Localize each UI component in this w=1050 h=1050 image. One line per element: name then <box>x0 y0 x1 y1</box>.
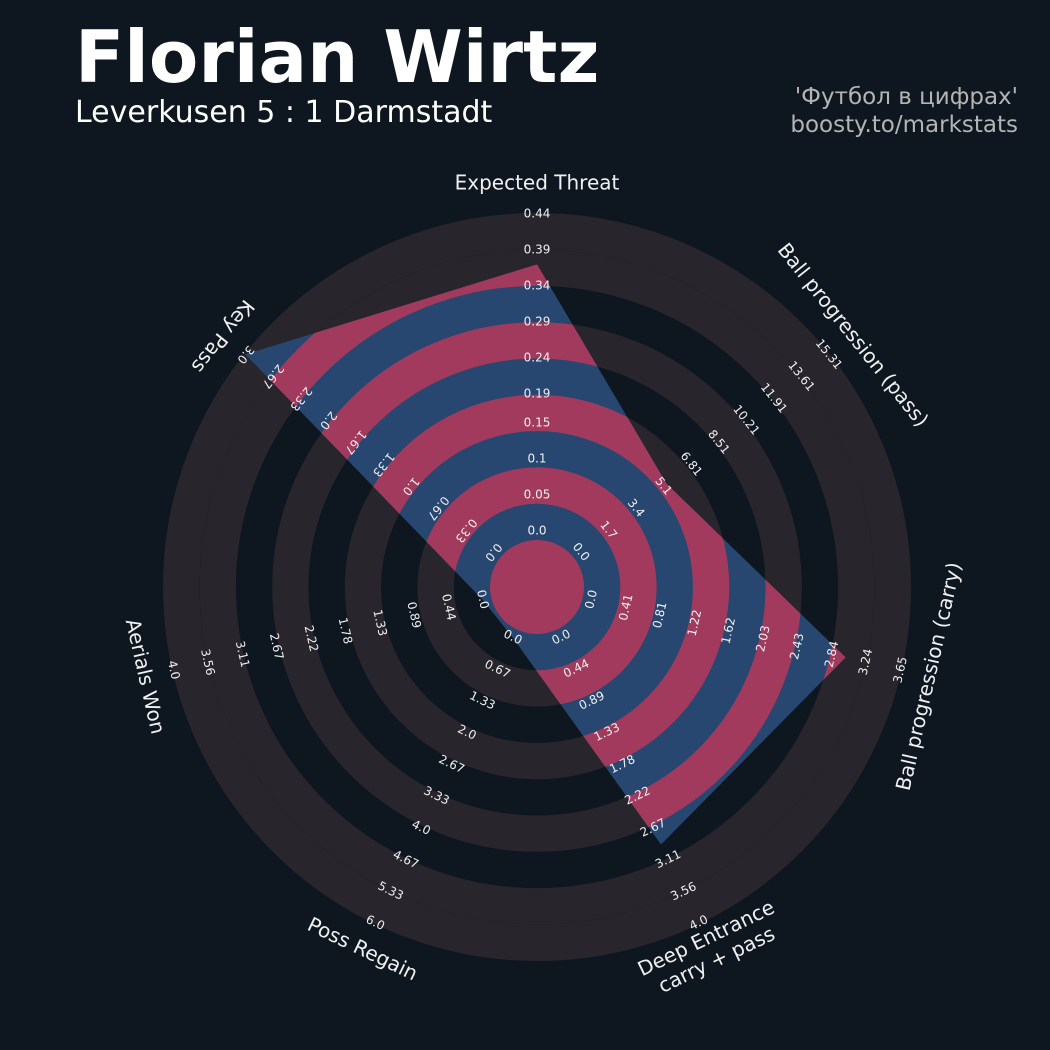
tick-label: 0.0 <box>582 588 600 610</box>
tick-label: 0.19 <box>524 387 551 401</box>
radar-ring <box>245 264 846 845</box>
tick-label: 4.0 <box>165 659 183 681</box>
tick-label: 3.56 <box>198 648 218 677</box>
tick-label: 2.03 <box>753 624 773 653</box>
tick-label: 0.39 <box>524 243 551 257</box>
tick-label: 0.15 <box>524 415 551 429</box>
tick-label: 0.81 <box>650 600 670 629</box>
tick-label: 0.0 <box>474 588 492 610</box>
credit: boosty.to/markstats <box>790 112 1018 138</box>
tick-label: 0.29 <box>524 315 551 329</box>
tick-label: 2.84 <box>822 640 842 669</box>
tick-label: 0.1 <box>527 451 546 465</box>
tick-label: 2.67 <box>267 632 287 661</box>
tick-label: 0.44 <box>524 207 551 221</box>
ring <box>162 212 912 962</box>
tick-label: 1.78 <box>336 616 356 645</box>
tick-label: 1.22 <box>685 608 705 637</box>
tick-label: 3.65 <box>890 655 910 684</box>
tick-label: 3.11 <box>233 640 253 669</box>
tick-label: 2.22 <box>302 624 322 653</box>
tick-label: 0.44 <box>439 593 459 622</box>
tick-label: 0.05 <box>524 487 551 501</box>
tick-label: 3.24 <box>856 647 876 676</box>
tick-label: 0.24 <box>524 351 551 365</box>
tick-label: 0.41 <box>616 593 636 622</box>
chart-subtitle: Leverkusen 5 : 1 Darmstadt <box>75 95 493 130</box>
tick-label: 2.43 <box>787 632 807 661</box>
tick-label: 1.33 <box>370 608 390 637</box>
radar-ring <box>490 540 584 634</box>
chart-title: Florian Wirtz <box>75 15 599 99</box>
tick-label: 1.62 <box>718 616 738 645</box>
tick-label: 0.34 <box>524 279 551 293</box>
tick-label: 0.89 <box>404 600 424 629</box>
axis-name: Expected Threat <box>455 171 620 195</box>
tick-label: 0.0 <box>527 524 546 538</box>
credit: 'Футбол в цифрах' <box>795 84 1018 110</box>
